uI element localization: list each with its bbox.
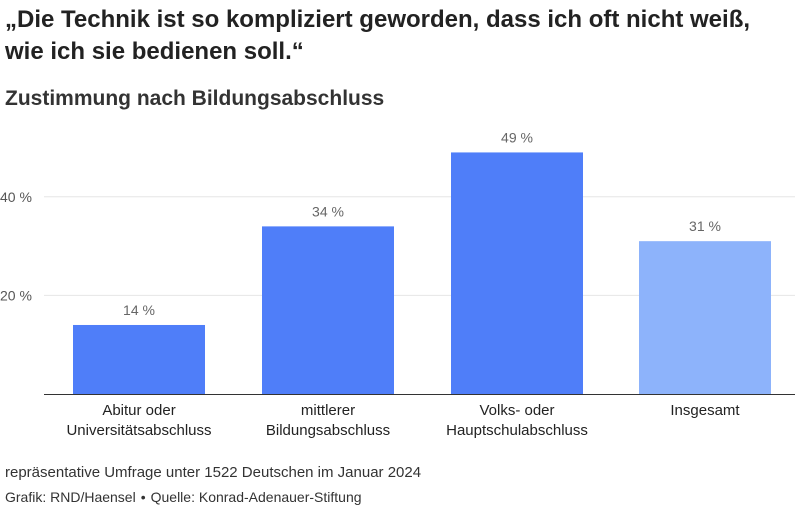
- category-label: Hauptschulabschluss: [446, 422, 588, 439]
- category-label: mittlerer: [301, 402, 355, 419]
- credit-line: Grafik: RND/Haensel • Quelle: Konrad-Adena…: [5, 488, 362, 506]
- bars: [73, 152, 771, 394]
- bar-value-label: 14 %: [123, 302, 155, 318]
- category-label: Insgesamt: [670, 402, 740, 419]
- category-label: Bildungsabschluss: [266, 422, 390, 439]
- bar-chart: 20 % 40 % 14 % 34 % 49 % 31 % Abitur oder Uni…: [0, 129, 795, 439]
- category-label: Volks- oder: [479, 402, 554, 419]
- bar-value-label: 49 %: [501, 129, 533, 145]
- bar: [262, 226, 394, 394]
- category-labels: Abitur oder Universitätsabschluss mittlere…: [66, 402, 740, 439]
- chart-subtitle: Zustimmung nach Bildungsabschluss: [5, 87, 385, 110]
- bar: [639, 241, 771, 394]
- chart-title: „Die Technik ist so kompliziert geworden…: [5, 6, 751, 65]
- category-label: Abitur oder: [102, 402, 175, 419]
- credit-separator: •: [140, 489, 146, 505]
- bar-value-label: 31 %: [689, 218, 721, 234]
- bar: [451, 152, 583, 394]
- y-tick-label: 40 %: [0, 189, 32, 205]
- survey-note: repräsentative Umfrage unter 1522 Deutsc…: [5, 464, 422, 481]
- credit-graphic: Grafik: RND/Haensel: [5, 489, 136, 505]
- category-label: Universitätsabschluss: [66, 422, 211, 439]
- y-tick-label: 20 %: [0, 287, 32, 303]
- bar: [73, 324, 205, 394]
- credit-source: Quelle: Konrad-Adenauer-Stiftung: [150, 489, 362, 505]
- bar-value-label: 34 %: [312, 203, 344, 219]
- value-labels: 14 % 34 % 49 % 31 %: [123, 129, 721, 318]
